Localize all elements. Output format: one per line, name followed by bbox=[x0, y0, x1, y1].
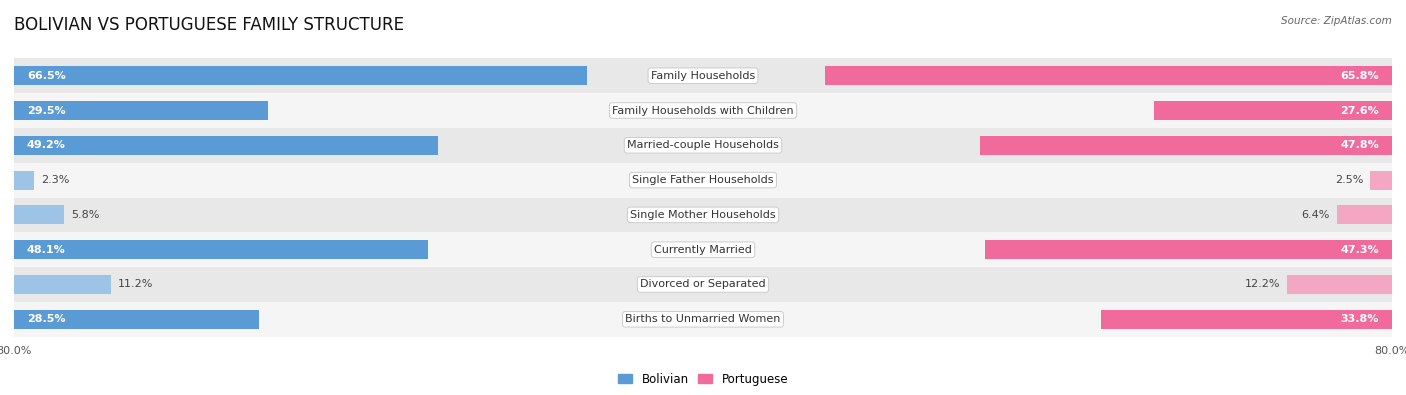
Bar bbox=[980, 136, 1392, 155]
Text: Family Households with Children: Family Households with Children bbox=[612, 105, 794, 115]
Legend: Bolivian, Portuguese: Bolivian, Portuguese bbox=[613, 368, 793, 390]
Text: 47.3%: 47.3% bbox=[1340, 245, 1379, 255]
Bar bbox=[14, 205, 65, 224]
Bar bbox=[14, 93, 1392, 128]
Bar bbox=[14, 267, 1392, 302]
Text: Divorced or Separated: Divorced or Separated bbox=[640, 280, 766, 290]
Text: Source: ZipAtlas.com: Source: ZipAtlas.com bbox=[1281, 16, 1392, 26]
Text: 29.5%: 29.5% bbox=[27, 105, 66, 115]
Text: 12.2%: 12.2% bbox=[1244, 280, 1279, 290]
Text: Currently Married: Currently Married bbox=[654, 245, 752, 255]
Text: 66.5%: 66.5% bbox=[27, 71, 66, 81]
Bar bbox=[14, 198, 1392, 232]
Bar bbox=[14, 136, 437, 155]
Bar bbox=[14, 128, 1392, 163]
Text: Family Households: Family Households bbox=[651, 71, 755, 81]
Text: 6.4%: 6.4% bbox=[1302, 210, 1330, 220]
Text: 49.2%: 49.2% bbox=[27, 140, 66, 150]
Bar bbox=[1286, 275, 1392, 294]
Bar bbox=[984, 240, 1392, 259]
Text: BOLIVIAN VS PORTUGUESE FAMILY STRUCTURE: BOLIVIAN VS PORTUGUESE FAMILY STRUCTURE bbox=[14, 16, 404, 34]
Bar bbox=[14, 58, 1392, 93]
Text: Births to Unmarried Women: Births to Unmarried Women bbox=[626, 314, 780, 324]
Bar bbox=[1154, 101, 1392, 120]
Bar bbox=[14, 302, 1392, 337]
Bar bbox=[14, 240, 429, 259]
Bar bbox=[14, 232, 1392, 267]
Text: 27.6%: 27.6% bbox=[1340, 105, 1379, 115]
Text: 47.8%: 47.8% bbox=[1340, 140, 1379, 150]
Bar bbox=[14, 310, 260, 329]
Text: 48.1%: 48.1% bbox=[27, 245, 66, 255]
Bar bbox=[14, 171, 34, 190]
Text: 11.2%: 11.2% bbox=[117, 280, 153, 290]
Bar bbox=[1337, 205, 1392, 224]
Text: Single Mother Households: Single Mother Households bbox=[630, 210, 776, 220]
Bar bbox=[825, 66, 1392, 85]
Text: Single Father Households: Single Father Households bbox=[633, 175, 773, 185]
Bar bbox=[1371, 171, 1392, 190]
Text: 5.8%: 5.8% bbox=[70, 210, 100, 220]
Bar bbox=[14, 66, 586, 85]
Text: 2.5%: 2.5% bbox=[1336, 175, 1364, 185]
Text: 2.3%: 2.3% bbox=[41, 175, 69, 185]
Bar bbox=[14, 101, 269, 120]
Text: 33.8%: 33.8% bbox=[1341, 314, 1379, 324]
Text: 28.5%: 28.5% bbox=[27, 314, 66, 324]
Bar bbox=[1101, 310, 1392, 329]
Bar bbox=[14, 275, 111, 294]
Text: Married-couple Households: Married-couple Households bbox=[627, 140, 779, 150]
Text: 65.8%: 65.8% bbox=[1340, 71, 1379, 81]
Bar bbox=[14, 163, 1392, 198]
